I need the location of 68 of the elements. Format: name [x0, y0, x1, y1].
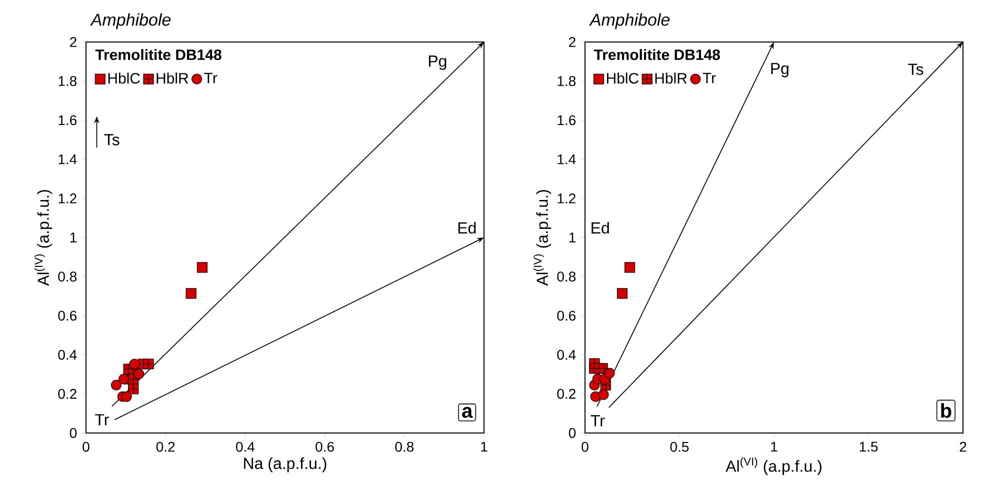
- y-tick-label: 1: [569, 232, 576, 242]
- y-tick-label: 0.2: [58, 388, 76, 399]
- x-axis-title: Al$^{(VI)}$ (a.p.f.u.): [726, 457, 822, 476]
- y-tick-label: 1.2: [558, 194, 576, 204]
- y-tick-label: 0.2: [557, 388, 576, 399]
- legend-label: HblR: [156, 72, 188, 84]
- annotation: Ts: [104, 134, 120, 146]
- point: [134, 368, 144, 380]
- x-axis-title: Na (a.p.f.u.): [244, 457, 326, 472]
- y-tick-label: 0.4: [557, 350, 576, 360]
- x-tick-label: 1.5: [860, 442, 878, 452]
- annotation: Ed: [592, 222, 609, 234]
- y-tick-label: 2: [569, 37, 576, 47]
- y-tick-label: 1.8: [558, 76, 576, 86]
- x-tick-label: 0: [582, 442, 588, 452]
- x-tick-label: 0.8: [395, 442, 414, 452]
- legend-label: HblC: [108, 72, 140, 84]
- legend-title: Tremolitite DB148: [95, 49, 222, 60]
- x-tick-label: 0: [82, 442, 90, 452]
- annotation: a: [462, 406, 473, 418]
- x-tick-label: 0.5: [670, 442, 689, 452]
- point: [110, 380, 122, 390]
- x-tick-label: 0.6: [316, 442, 334, 452]
- y-tick-label: 1.2: [58, 194, 76, 204]
- x-tick-label: 0.4: [236, 442, 255, 452]
- y-tick-label: 0.6: [557, 310, 576, 321]
- y-tick-label: 0: [70, 428, 77, 438]
- chart-title: Amphibole: [90, 13, 171, 30]
- point: [118, 374, 130, 384]
- y-tick-label: 0: [568, 428, 576, 438]
- x-tick-label: 0.2: [156, 442, 175, 452]
- point: [616, 288, 628, 299]
- y-tick-label: 1.8: [58, 76, 77, 86]
- legend-label: HblR: [655, 72, 687, 84]
- legend-title: Tremolitite DB148: [594, 49, 720, 60]
- point: [121, 391, 132, 402]
- legend-label: HblC: [606, 72, 639, 84]
- annotation: Tr: [590, 415, 605, 426]
- chart-title: Amphibole: [589, 13, 670, 30]
- y-tick-label: 1.4: [58, 154, 77, 164]
- y-tick-label: 0.8: [58, 272, 77, 282]
- annotation: Pg: [428, 56, 446, 70]
- x-tick-label: 1: [481, 442, 488, 452]
- annotation: Ts: [908, 64, 924, 75]
- x-tick-label: 2: [960, 442, 966, 452]
- annotation: Ed: [458, 222, 476, 234]
- y-tick-label: 0.4: [58, 350, 77, 360]
- legend-label: Tr: [702, 72, 716, 84]
- y-axis-title: Al$^{(IV)}$ (a.p.f.u.): [533, 190, 552, 286]
- y-tick-label: 2: [70, 37, 76, 47]
- point: [604, 368, 615, 378]
- y-tick-label: 1: [70, 232, 76, 242]
- point: [598, 389, 609, 400]
- annotation: Tr: [95, 414, 109, 426]
- point: [624, 262, 636, 273]
- annotation: b: [941, 403, 952, 418]
- x-tick-label: 1: [771, 442, 778, 452]
- y-tick-label: 1.6: [558, 115, 576, 126]
- point: [129, 358, 140, 370]
- y-tick-label: 0.6: [58, 310, 77, 321]
- annotation: Pg: [771, 62, 788, 78]
- point: [186, 288, 196, 299]
- y-tick-label: 1.6: [58, 115, 77, 126]
- y-tick-label: 0.8: [557, 272, 576, 282]
- y-tick-label: 1.4: [558, 154, 576, 164]
- legend-label: Tr: [204, 72, 218, 84]
- point: [196, 262, 208, 273]
- y-axis-title: Al$^{(IV)}$ (a.p.f.u.): [34, 190, 52, 286]
